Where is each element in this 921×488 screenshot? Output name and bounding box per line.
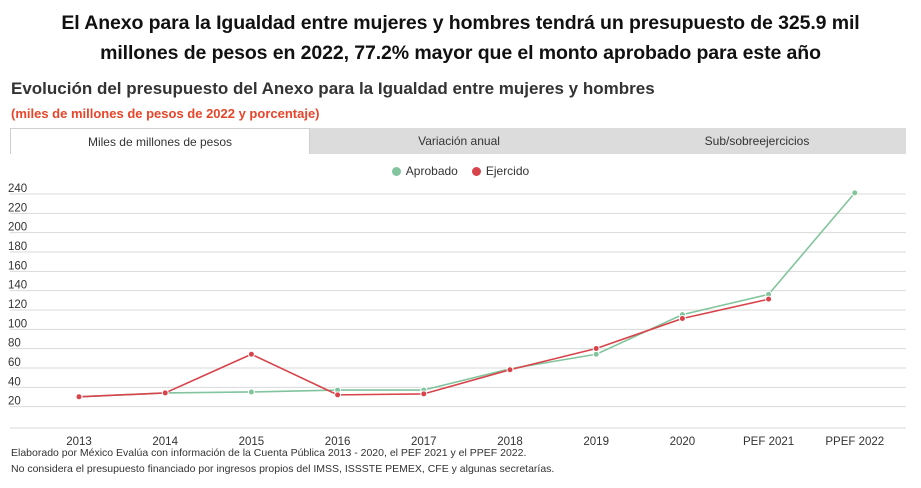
legend-dot-ejercido (471, 166, 481, 176)
y-tick-label-240: 240 (8, 183, 27, 195)
series-line-ejercido (78, 298, 769, 398)
legend-item-ejercido[interactable]: Ejercido (471, 164, 530, 178)
chart-subtitle: (miles de millones de pesos de 2022 y po… (11, 106, 320, 121)
y-tick-label-200: 200 (8, 222, 27, 234)
series-line-aprobado (78, 192, 856, 398)
footnote-source: Elaborado por México Evalúa con informac… (11, 447, 527, 459)
x-tick-label-7: 2020 (670, 436, 696, 448)
gridlines (10, 193, 906, 429)
point-ejercido-6 (592, 344, 600, 352)
chart-title: Evolución del presupuesto del Anexo para… (11, 79, 655, 98)
x-tick-label-4: 2017 (411, 436, 437, 448)
chart-legend: Aprobado Ejercido (0, 164, 921, 178)
y-tick-label-20: 20 (8, 396, 21, 408)
tab-variacion-anual[interactable]: Variación anual (418, 134, 500, 148)
x-tick-label-8: PEF 2021 (743, 436, 794, 448)
footnote-note: No considera el presupuesto financiado p… (11, 463, 555, 475)
x-tick-label-6: 2019 (583, 436, 609, 448)
legend-item-aprobado[interactable]: Aprobado (391, 164, 458, 178)
headline-line-2: millones de pesos en 2022, 77.2% mayor q… (100, 42, 821, 64)
y-tick-label-140: 140 (8, 280, 27, 292)
point-ejercido-3 (334, 391, 342, 399)
y-tick-label-80: 80 (8, 338, 21, 350)
point-ejercido-7 (678, 315, 686, 322)
point-aprobado-9 (851, 189, 859, 197)
point-ejercido-5 (506, 366, 514, 374)
tab-bar: Miles de millones de pesos Variación anu… (10, 128, 906, 154)
y-tick-label-100: 100 (8, 318, 27, 330)
legend-label-ejercido: Ejercido (485, 164, 530, 178)
point-aprobado-2 (247, 388, 255, 396)
y-tick-label-180: 180 (8, 241, 27, 253)
point-ejercido-1 (161, 389, 169, 397)
x-tick-label-5: 2018 (497, 436, 523, 448)
tab-sub-sobreejercicios[interactable]: Sub/sobreejercicios (704, 134, 810, 148)
x-tick-label-9: PPEF 2022 (825, 436, 884, 448)
point-aprobado-6 (592, 350, 600, 358)
y-axis-ticks: 20 40 60 80 100 120 140 160 180 200 220 240 (8, 183, 27, 408)
x-tick-label-2: 2015 (239, 436, 265, 448)
y-tick-label-220: 220 (8, 202, 27, 214)
point-ejercido-4 (420, 390, 428, 398)
x-tick-label-3: 2016 (325, 436, 351, 448)
y-tick-label-60: 60 (8, 357, 21, 369)
series-points (75, 189, 859, 401)
y-tick-label-40: 40 (8, 376, 21, 388)
x-tick-label-0: 2013 (66, 436, 92, 448)
point-ejercido-0 (75, 393, 83, 401)
x-axis-ticks: 2013 2014 2015 2016 2017 2018 2019 2020 PEF 2021… (66, 436, 884, 448)
tab-miles-de-millones[interactable]: Miles de millones de pesos (10, 128, 310, 154)
headline-line-1: El Anexo para la Igualdad entre mujeres … (61, 12, 860, 34)
y-tick-label-120: 120 (8, 299, 27, 311)
legend-label-aprobado: Aprobado (405, 164, 458, 178)
point-ejercido-2 (247, 350, 255, 358)
series-lines (78, 192, 856, 398)
headline: El Anexo para la Igualdad entre mujeres … (0, 8, 921, 68)
point-ejercido-8 (765, 295, 773, 303)
y-tick-label-160: 160 (8, 260, 27, 272)
x-tick-label-1: 2014 (152, 436, 178, 448)
legend-dot-aprobado (391, 166, 401, 176)
